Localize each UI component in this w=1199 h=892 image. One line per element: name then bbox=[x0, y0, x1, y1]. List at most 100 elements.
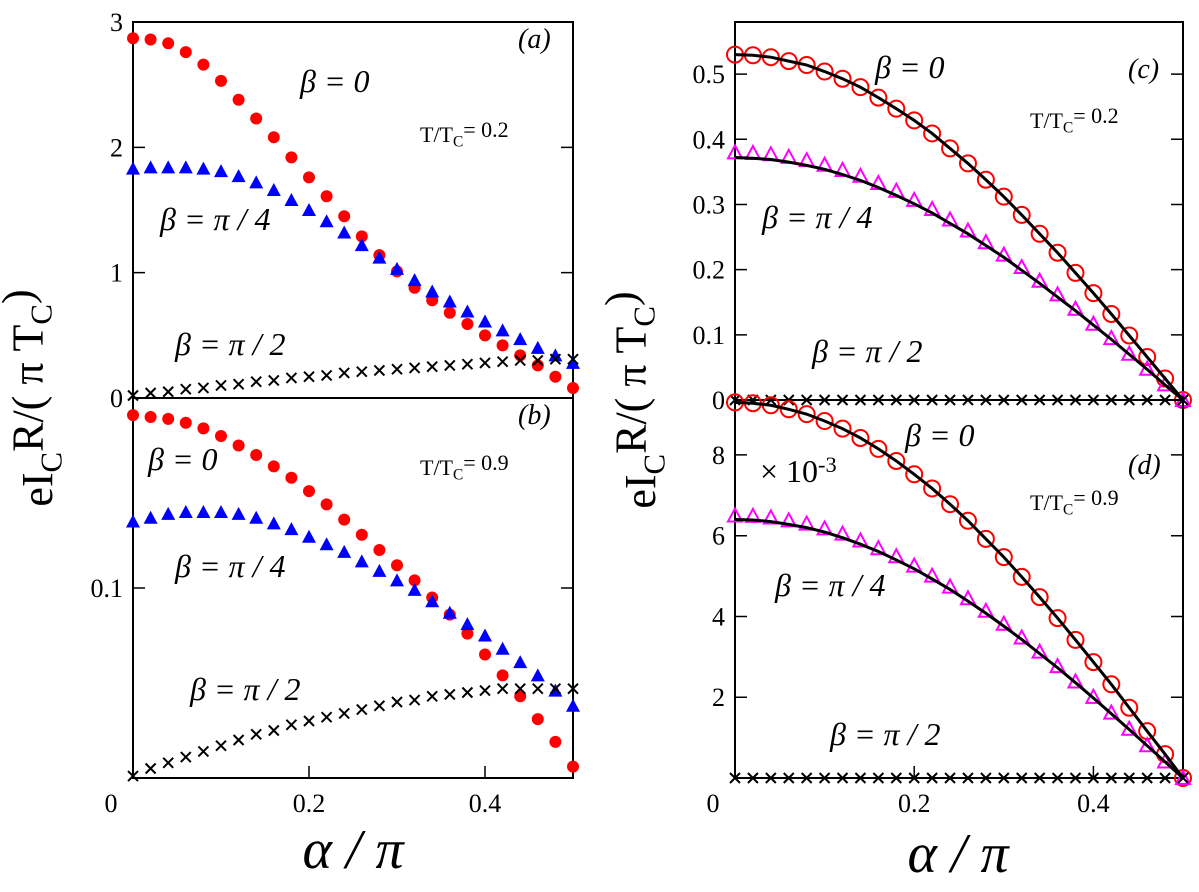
y-axis-label: eICR/( π TC) bbox=[0, 289, 68, 506]
point bbox=[783, 772, 795, 784]
point bbox=[905, 190, 923, 207]
point bbox=[1084, 653, 1103, 672]
temperature-note-part: = 0.9 bbox=[463, 450, 508, 475]
point bbox=[127, 409, 139, 422]
point bbox=[285, 471, 298, 484]
point bbox=[729, 772, 741, 784]
y-tick-label: 0 bbox=[110, 384, 123, 413]
point bbox=[815, 519, 834, 536]
point bbox=[232, 93, 245, 106]
point bbox=[1033, 772, 1046, 784]
y-tick-label: 0 bbox=[712, 386, 725, 415]
point bbox=[178, 505, 193, 518]
point bbox=[1102, 675, 1121, 694]
point bbox=[319, 214, 334, 228]
y-tick-label: 4 bbox=[712, 602, 725, 631]
point bbox=[443, 306, 456, 319]
point bbox=[231, 506, 246, 520]
point bbox=[338, 367, 350, 379]
point bbox=[1120, 326, 1139, 345]
point bbox=[285, 151, 298, 164]
point bbox=[284, 192, 299, 206]
point bbox=[408, 362, 421, 374]
point bbox=[303, 370, 315, 383]
point bbox=[320, 369, 333, 382]
point bbox=[250, 112, 263, 125]
point bbox=[549, 370, 562, 383]
point bbox=[127, 770, 139, 782]
point bbox=[162, 386, 174, 398]
point bbox=[144, 411, 157, 423]
point bbox=[1159, 772, 1171, 784]
point bbox=[780, 511, 798, 528]
point bbox=[496, 669, 509, 682]
panel-label: (b) bbox=[518, 400, 551, 431]
point bbox=[461, 358, 474, 370]
y-tick-label: 0.4 bbox=[693, 125, 726, 154]
point bbox=[180, 751, 192, 763]
point bbox=[161, 160, 176, 174]
point bbox=[923, 199, 941, 217]
point bbox=[460, 304, 475, 318]
point bbox=[354, 238, 369, 252]
x-tick-label: 0.2 bbox=[293, 789, 326, 818]
point bbox=[391, 559, 403, 572]
point bbox=[338, 513, 351, 526]
temperature-note-part: T/T bbox=[1030, 108, 1064, 133]
y-axis-label: eICR/( π TC) bbox=[597, 291, 672, 508]
point bbox=[567, 353, 579, 365]
point bbox=[355, 230, 368, 243]
point bbox=[250, 449, 263, 461]
temperature-note-part: = 0.2 bbox=[463, 117, 508, 142]
point bbox=[532, 354, 544, 367]
point bbox=[250, 375, 262, 388]
point bbox=[567, 682, 579, 695]
point bbox=[726, 506, 744, 523]
y-tick-label: 2 bbox=[712, 683, 725, 712]
point bbox=[143, 510, 158, 524]
curve-label: β = 0 bbox=[147, 441, 218, 477]
point bbox=[426, 690, 438, 703]
point bbox=[407, 273, 422, 287]
curve-label: β = π / 4 bbox=[774, 567, 885, 603]
point bbox=[976, 529, 995, 548]
y-axis-label-part: C bbox=[25, 304, 59, 325]
point bbox=[407, 582, 422, 596]
point bbox=[548, 348, 563, 362]
point bbox=[196, 161, 211, 175]
point bbox=[549, 353, 562, 365]
point bbox=[249, 510, 264, 524]
temperature-note: T/TC= 0.2 bbox=[1030, 103, 1119, 136]
y-tick-label: 0.1 bbox=[91, 574, 124, 603]
point bbox=[214, 505, 228, 518]
point bbox=[232, 378, 245, 390]
point bbox=[1138, 736, 1156, 753]
point bbox=[1012, 205, 1031, 224]
point bbox=[869, 88, 888, 107]
multiplier: × 10-3 bbox=[760, 452, 837, 489]
point bbox=[905, 556, 923, 573]
point bbox=[391, 363, 403, 375]
point bbox=[836, 772, 849, 784]
point bbox=[905, 465, 924, 484]
temperature-note-part: C bbox=[453, 467, 463, 484]
point bbox=[926, 772, 938, 784]
point bbox=[1123, 772, 1135, 784]
point bbox=[391, 696, 403, 708]
point bbox=[408, 574, 421, 587]
fit-line bbox=[734, 156, 1184, 402]
point bbox=[747, 772, 759, 784]
point bbox=[1087, 772, 1100, 784]
point bbox=[338, 707, 350, 720]
temperature-note-part: C bbox=[453, 134, 463, 151]
point bbox=[530, 668, 545, 682]
curve-label: β = π / 4 bbox=[159, 201, 270, 237]
point bbox=[851, 428, 870, 447]
y-tick-label: 2 bbox=[110, 133, 123, 162]
fit-line bbox=[734, 518, 1185, 780]
point bbox=[872, 772, 885, 784]
point bbox=[798, 514, 816, 531]
point bbox=[126, 514, 140, 528]
point bbox=[1105, 772, 1118, 784]
point bbox=[797, 405, 816, 424]
